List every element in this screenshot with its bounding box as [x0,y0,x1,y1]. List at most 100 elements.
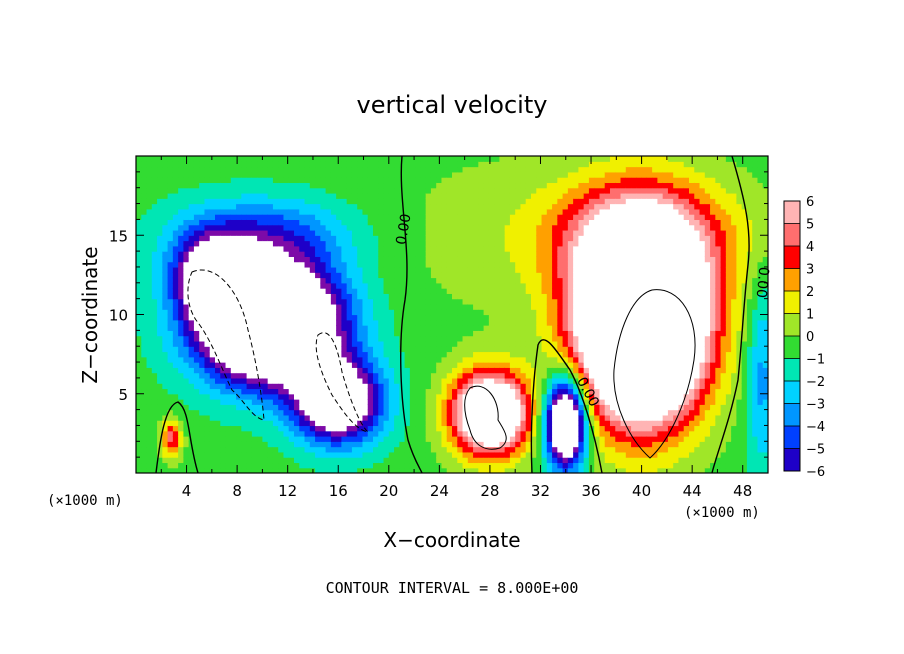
field-cell [436,409,443,416]
field-cell [136,235,142,242]
field-cell [283,235,290,242]
field-cell [394,436,400,442]
field-cell [215,303,221,310]
field-cell [357,282,364,289]
field-cell [193,446,200,453]
field-cell [367,399,374,405]
field-cell [294,277,300,284]
field-cell [193,430,200,437]
field-cell [241,319,248,326]
field-cell [315,245,321,252]
field-cell [346,441,353,448]
field-cell [325,351,332,358]
field-cell [141,208,148,215]
field-cell [141,182,148,189]
field-cell [388,229,395,236]
field-cell [383,340,390,347]
field-cell [409,420,416,427]
field-cell [178,208,184,215]
field-cell [351,272,358,279]
field-cell [330,187,337,194]
field-cell [272,277,279,284]
field-cell [299,266,306,273]
field-cell [330,372,337,379]
field-cell [430,224,437,231]
field-cell [283,224,290,231]
field-cell [515,399,522,405]
field-cell [520,441,527,448]
field-cell [499,256,506,263]
field-cell [230,229,237,236]
field-cell [425,446,432,453]
field-cell [441,335,448,342]
field-cell [167,177,174,184]
field-cell [552,430,558,437]
field-cell [467,377,474,384]
field-cell [325,414,332,421]
field-cell [515,245,522,252]
field-cell [309,414,316,421]
field-cell [199,203,206,210]
field-cell [562,362,569,368]
field-cell [546,161,553,168]
field-cell [457,187,464,194]
field-cell [552,214,558,220]
field-cell [257,219,263,226]
field-cell [151,383,158,390]
field-cell [272,372,279,379]
field-cell [236,399,242,405]
field-cell [420,430,427,437]
field-cell [294,245,300,252]
field-cell [215,277,221,284]
field-cell [225,288,232,294]
field-cell [251,319,258,326]
field-cell [209,171,216,178]
field-cell [336,171,342,178]
field-cell [430,362,437,368]
field-cell [351,293,358,300]
field-cell [383,266,390,273]
field-cell [262,425,269,432]
field-cell [209,346,216,353]
field-cell [494,161,500,168]
field-cell [478,335,485,342]
field-cell [378,430,385,437]
field-cell [246,198,253,205]
field-cell [415,219,421,226]
field-cell [304,457,311,464]
field-cell [241,420,248,427]
field-cell [351,335,358,342]
field-cell [257,192,263,199]
field-cell [515,451,522,458]
field-cell [162,224,169,231]
field-cell [278,430,285,437]
field-cell [167,425,174,432]
field-cell [272,235,279,242]
field-cell [457,399,464,405]
field-cell [251,229,258,236]
field-cell [346,303,353,310]
field-cell [304,388,311,395]
field-cell [552,457,558,464]
field-cell [483,198,490,205]
field-cell [441,272,448,279]
field-cell [315,409,321,416]
field-cell [388,388,395,395]
field-cell [362,229,369,236]
field-cell [452,166,458,173]
field-cell [567,251,574,257]
field-cell [299,367,306,374]
field-cell [573,467,579,473]
field-cell [394,261,400,268]
field-cell [346,351,353,358]
field-cell [246,409,253,416]
field-cell [552,282,558,289]
field-cell [283,457,290,464]
field-cell [225,245,232,252]
field-cell [257,177,263,184]
field-cell [199,462,206,469]
field-cell [446,229,453,236]
field-cell [162,420,169,427]
field-cell [283,372,290,379]
field-cell [288,161,295,168]
